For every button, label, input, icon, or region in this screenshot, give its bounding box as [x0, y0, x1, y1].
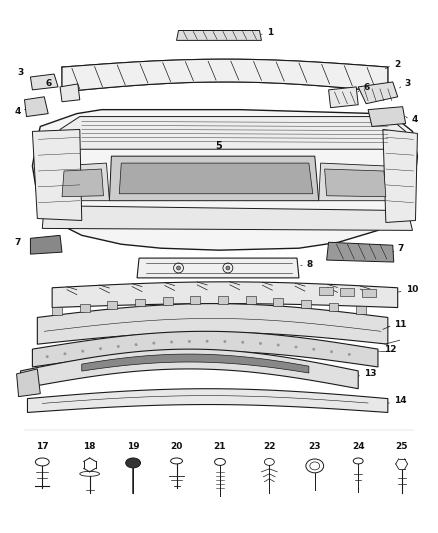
Text: 18: 18: [83, 442, 96, 450]
Text: 6: 6: [363, 83, 369, 92]
Text: 20: 20: [170, 442, 183, 450]
Text: 21: 21: [214, 442, 226, 450]
Polygon shape: [356, 306, 366, 314]
Circle shape: [294, 345, 297, 349]
Polygon shape: [52, 307, 62, 315]
Polygon shape: [191, 296, 200, 304]
Polygon shape: [246, 296, 255, 304]
Text: 17: 17: [36, 442, 49, 450]
Text: 4: 4: [412, 115, 418, 124]
Polygon shape: [28, 389, 388, 413]
Text: 6: 6: [46, 79, 52, 88]
Circle shape: [81, 350, 84, 353]
Polygon shape: [301, 300, 311, 308]
Polygon shape: [107, 301, 117, 309]
Polygon shape: [30, 74, 58, 90]
Text: 3: 3: [405, 79, 411, 88]
Text: 24: 24: [352, 442, 364, 450]
Text: 25: 25: [396, 442, 408, 450]
Polygon shape: [358, 82, 398, 104]
Text: 13: 13: [364, 369, 377, 378]
Polygon shape: [383, 130, 417, 222]
Polygon shape: [17, 369, 40, 397]
Polygon shape: [25, 97, 48, 117]
Polygon shape: [319, 163, 390, 201]
Polygon shape: [32, 130, 82, 221]
Polygon shape: [42, 206, 413, 230]
Circle shape: [241, 341, 244, 344]
Text: 2: 2: [394, 60, 400, 69]
Circle shape: [206, 340, 208, 343]
Text: 8: 8: [307, 260, 313, 269]
Circle shape: [170, 341, 173, 344]
Circle shape: [259, 342, 262, 345]
Circle shape: [152, 342, 155, 345]
Polygon shape: [325, 169, 386, 197]
Polygon shape: [177, 30, 261, 41]
Circle shape: [348, 353, 351, 356]
Circle shape: [312, 348, 315, 351]
Polygon shape: [163, 297, 173, 305]
Polygon shape: [60, 84, 80, 102]
Polygon shape: [62, 169, 103, 197]
Polygon shape: [82, 354, 309, 373]
Circle shape: [46, 355, 49, 358]
Polygon shape: [340, 288, 354, 296]
Polygon shape: [52, 282, 398, 308]
Polygon shape: [80, 304, 90, 312]
Circle shape: [223, 340, 226, 343]
Polygon shape: [319, 287, 332, 295]
Polygon shape: [32, 332, 378, 367]
Text: 7: 7: [14, 238, 21, 247]
Text: 5: 5: [215, 141, 223, 151]
Polygon shape: [54, 163, 110, 201]
Polygon shape: [37, 304, 388, 344]
Circle shape: [134, 343, 138, 346]
Text: 12: 12: [384, 345, 396, 353]
Polygon shape: [137, 258, 299, 278]
Polygon shape: [135, 298, 145, 306]
Polygon shape: [62, 59, 388, 92]
Text: 1: 1: [267, 28, 274, 37]
Polygon shape: [119, 163, 313, 194]
Polygon shape: [218, 296, 228, 304]
Text: 14: 14: [394, 396, 406, 405]
Text: 19: 19: [127, 442, 139, 450]
Polygon shape: [110, 156, 319, 201]
Circle shape: [99, 347, 102, 350]
Polygon shape: [21, 349, 358, 389]
Text: 23: 23: [308, 442, 321, 450]
Polygon shape: [273, 298, 283, 306]
Ellipse shape: [126, 458, 141, 468]
Circle shape: [188, 340, 191, 343]
Polygon shape: [328, 87, 358, 108]
Circle shape: [117, 345, 120, 348]
Circle shape: [330, 350, 333, 353]
Polygon shape: [368, 107, 406, 126]
Polygon shape: [30, 236, 62, 254]
Circle shape: [277, 343, 280, 346]
Circle shape: [64, 352, 67, 356]
Circle shape: [226, 266, 230, 270]
Text: 11: 11: [394, 320, 406, 329]
Polygon shape: [60, 117, 408, 149]
Text: 3: 3: [18, 68, 24, 77]
Text: 4: 4: [14, 107, 21, 116]
Polygon shape: [32, 110, 417, 250]
Circle shape: [177, 266, 180, 270]
Polygon shape: [362, 289, 376, 297]
Text: 10: 10: [406, 285, 418, 294]
Text: 7: 7: [398, 244, 404, 253]
Polygon shape: [327, 243, 394, 262]
Polygon shape: [328, 303, 339, 311]
Text: 22: 22: [263, 442, 276, 450]
